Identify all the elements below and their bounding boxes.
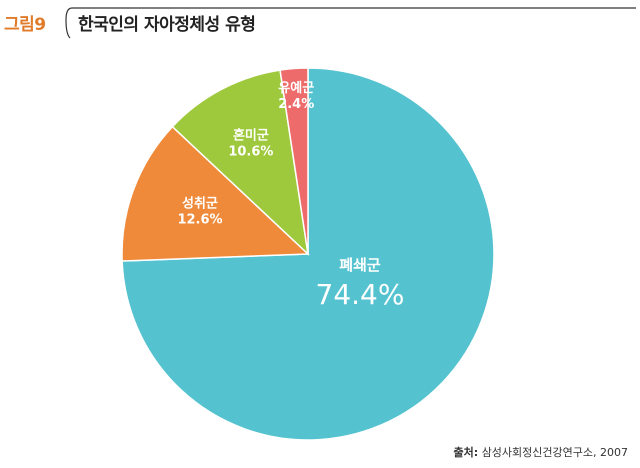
slice-label-2: 성취군	[182, 196, 218, 212]
figure-header: 그림9 한국인의 자아정체성 유형	[0, 0, 640, 46]
slice-value-3: 10.6%	[228, 144, 273, 159]
pie-slice-2	[121, 125, 310, 262]
source-prefix: 출처:	[453, 446, 479, 459]
slice-label-1: 폐쇄군	[339, 256, 381, 274]
slice-label-4: 유예군	[278, 80, 314, 96]
pie-slice-4	[279, 67, 309, 255]
slice-label-3: 혼미군	[233, 127, 269, 143]
slice-value-2: 12.6%	[177, 213, 222, 228]
slice-value-4: 2.4%	[278, 97, 314, 112]
pie-slice-3	[171, 69, 310, 257]
source-note: 출처: 삼성사회정신건강연구소, 2007	[454, 444, 628, 460]
figure-title: 한국인의 자아정체성 유형	[78, 15, 256, 35]
header-frame	[65, 7, 636, 39]
figure-number: 그림9	[4, 15, 46, 35]
slice-value-1: 74.4%	[316, 278, 405, 311]
source-text: 삼성사회정신건강연구소, 2007	[481, 446, 628, 459]
